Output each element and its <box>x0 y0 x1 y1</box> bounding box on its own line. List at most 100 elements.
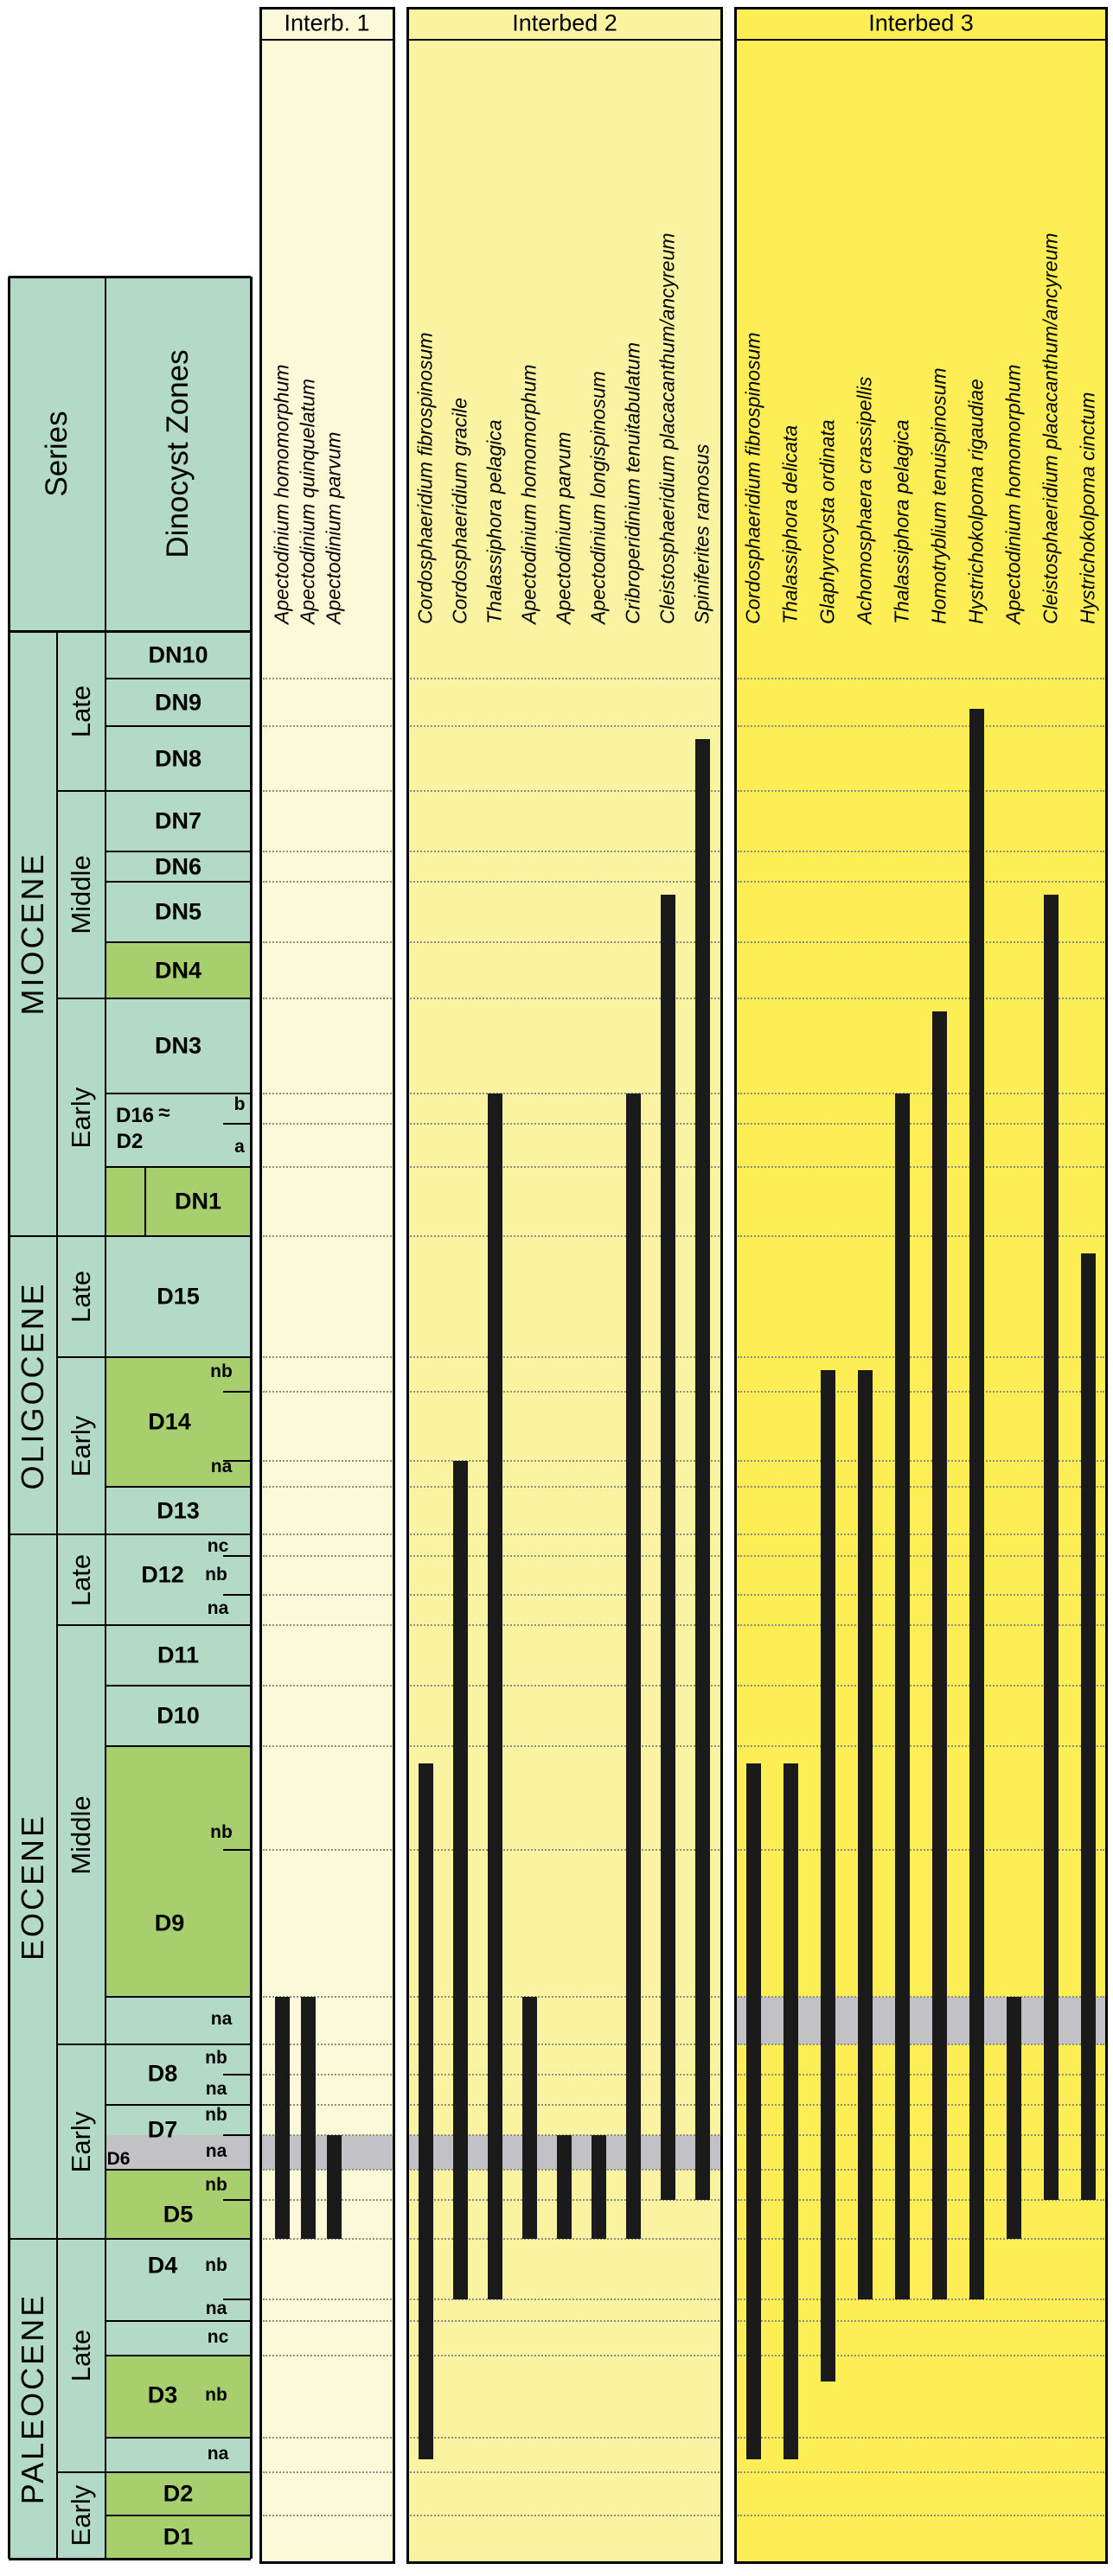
zone-boundary-line <box>106 2104 251 2106</box>
dotted-gridline <box>738 2134 1104 2136</box>
panel-title-interbed-1: Interb. 1 <box>284 10 370 36</box>
zone-label: D4 <box>147 2252 178 2279</box>
dotted-gridline <box>410 1594 720 1596</box>
zone-cell <box>106 1487 251 1534</box>
dotted-gridline <box>263 725 392 727</box>
zone-boundary-line <box>106 2471 251 2473</box>
panel-header-rule <box>259 38 395 41</box>
epoch-label: EOCENE <box>15 1813 50 1961</box>
header-bottom-line <box>9 629 251 633</box>
dotted-gridline <box>738 1093 1104 1094</box>
range-bar <box>820 1370 835 2382</box>
dotted-gridline <box>738 2104 1104 2106</box>
zone-cell <box>106 2239 251 2321</box>
dotted-gridline <box>263 2074 392 2075</box>
dotted-gridline <box>410 1391 720 1393</box>
dotted-gridline <box>738 2355 1104 2356</box>
dotted-gridline <box>263 2471 392 2473</box>
species-label: Cordosphaeridium fibrospinosum <box>413 332 437 625</box>
zone-cell <box>106 1746 251 1997</box>
zone-sublabel: nb <box>210 1361 233 1381</box>
panel-header-rule <box>734 38 1108 41</box>
zone-cell <box>106 1686 251 1746</box>
zone-boundary-line <box>106 678 251 679</box>
zone-cell <box>106 1534 251 1625</box>
zone-boundary-line <box>106 790 251 792</box>
dotted-gridline <box>410 1166 720 1168</box>
dotted-gridline <box>263 941 392 943</box>
species-label: Cleistosphaeridium placacanthum/ancyreum <box>1039 233 1062 624</box>
subzone-tick <box>223 1391 251 1393</box>
dotted-gridline <box>410 1849 720 1851</box>
dotted-gridline <box>738 2515 1104 2516</box>
dotted-gridline <box>410 2044 720 2045</box>
dotted-gridline <box>738 1235 1104 1237</box>
dotted-gridline <box>263 1594 392 1596</box>
subepoch-label: Late <box>66 685 96 737</box>
species-label: Apectodinium parvum <box>552 431 575 624</box>
dotted-gridline <box>410 1460 720 1462</box>
dotted-gridline <box>738 1745 1104 1747</box>
dotted-gridline <box>738 790 1104 792</box>
subepoch-cell <box>57 998 106 1236</box>
subepoch-cell <box>57 1236 106 1357</box>
range-bar <box>556 2135 572 2239</box>
dotted-gridline <box>738 1166 1104 1168</box>
dotted-gridline <box>410 790 720 792</box>
dotted-gridline <box>263 2515 392 2516</box>
dotted-gridline <box>738 1123 1104 1125</box>
subepoch-label: Middle <box>66 1795 96 1875</box>
dotted-gridline <box>410 725 720 727</box>
dotted-gridline <box>410 2437 720 2439</box>
species-label: Thalassiphora pelagica <box>483 419 506 624</box>
zone-cell <box>106 679 251 726</box>
dotted-gridline <box>263 2104 392 2106</box>
zone-boundary-line <box>106 998 251 999</box>
dotted-gridline <box>263 678 392 679</box>
zone-cell <box>106 791 251 851</box>
dotted-gridline <box>738 1996 1104 1998</box>
species-label: Cordosphaeridium gracile <box>448 397 471 624</box>
zone-cell <box>106 1167 251 1236</box>
zone-label: D12 <box>141 1561 184 1588</box>
subzone-tick <box>223 1594 251 1596</box>
zone-sublabel: nb <box>205 2048 227 2068</box>
zone-cell <box>106 882 251 942</box>
dotted-gridline <box>410 881 720 883</box>
zone-label: D11 <box>157 1642 200 1668</box>
dotted-gridline <box>263 1555 392 1557</box>
right-outer-line <box>249 277 253 2559</box>
range-bar <box>625 1094 641 2239</box>
range-bar <box>969 709 984 2299</box>
range-bar <box>694 739 710 2200</box>
subzone-tick <box>223 2134 251 2136</box>
zone-sublabel: na <box>207 2444 229 2464</box>
zone-boundary-line <box>106 1996 251 1998</box>
zone-sublabel: nc <box>207 2327 229 2347</box>
dotted-gridline <box>738 1849 1104 1851</box>
dotted-gridline <box>738 1356 1104 1358</box>
range-bar <box>487 1094 502 2299</box>
dotted-gridline <box>410 2471 720 2473</box>
subepoch-label: Late <box>66 2329 96 2382</box>
subepoch-label: Early <box>66 1087 96 1148</box>
species-label: Homotryblium tenuispinosum <box>927 367 950 624</box>
zone-boundary-line <box>106 2044 251 2045</box>
dotted-gridline <box>410 2515 720 2516</box>
subzone-tick <box>223 1460 251 1462</box>
zone-boundary-line <box>106 2437 251 2439</box>
dotted-gridline <box>263 1166 392 1168</box>
zone-boundary-line <box>106 1093 251 1094</box>
range-bar <box>1006 1997 1021 2239</box>
zone-boundary-line <box>106 1685 251 1687</box>
dotted-gridline <box>263 2437 392 2439</box>
dotted-gridline <box>738 1594 1104 1596</box>
dotted-gridline <box>263 2238 392 2240</box>
zone-label: DN8 <box>154 745 202 771</box>
dotted-gridline <box>410 2299 720 2300</box>
species-label: Thalassiphora pelagica <box>890 419 913 624</box>
dotted-gridline <box>738 2074 1104 2075</box>
subepoch-cell <box>57 1625 106 2044</box>
dotted-gridline <box>410 1555 720 1557</box>
zone-cell <box>106 2170 251 2239</box>
